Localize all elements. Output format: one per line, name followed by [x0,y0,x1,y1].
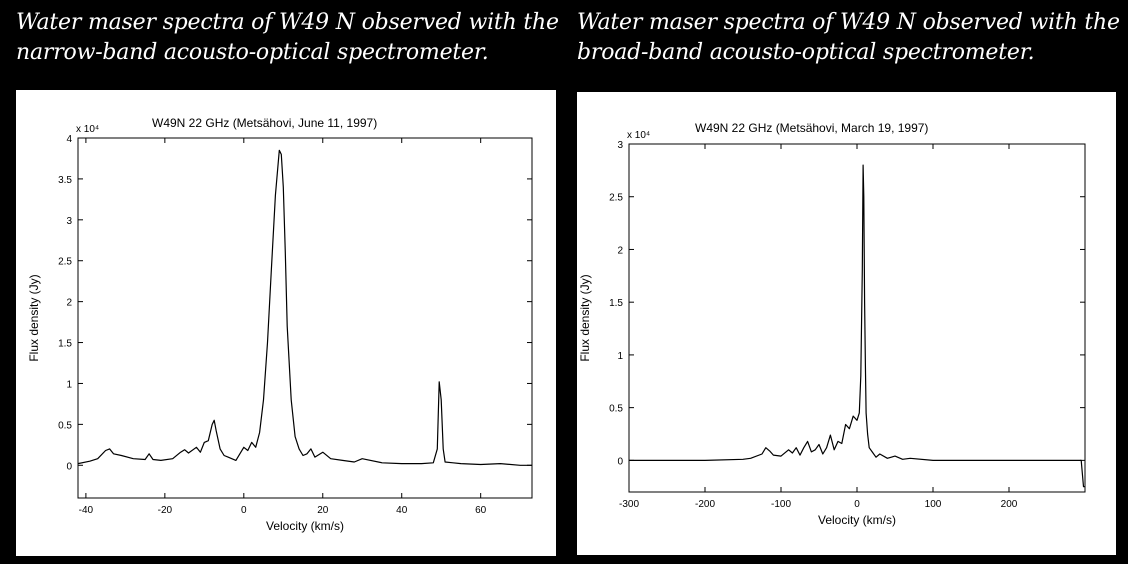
y-tick-label: 2 [617,245,623,256]
y-tick-label: 4 [66,134,72,145]
x-tick-label: -200 [695,499,715,510]
y-axis-label: Flux density (Jy) [27,274,41,361]
x-tick-label: -40 [79,505,94,516]
caption-left: Water maser spectra of W49 N observed wi… [16,10,559,65]
plot-frame [77,137,533,499]
x-axis-label: Velocity (km/s) [266,519,344,533]
y-tick-label: 1 [617,351,623,362]
y-tick-label: 1.5 [609,298,623,309]
x-tick-label: 0 [854,499,860,510]
y-tick-label: 1 [66,379,72,390]
y-tick-label: 0 [617,456,623,467]
x-tick-label: 60 [475,505,487,516]
chart-title: W49N 22 GHz (Metsähovi, June 11, 1997) [152,116,377,130]
y-multiplier-label: x 10⁴ [627,130,650,141]
x-tick-label: 20 [317,505,329,516]
spectrum-line [629,164,1085,488]
y-tick-label: 0 [66,461,72,472]
x-tick-label: -300 [619,499,639,510]
spectrum-chart-broad-band: W49N 22 GHz (Metsähovi, March 19, 1997) x… [578,121,1086,527]
y-axis-label: Flux density (Jy) [578,274,592,361]
x-tick-label: 0 [241,505,247,516]
x-tick-label: 100 [925,499,942,510]
y-tick-label: 0.5 [58,420,72,431]
y-multiplier-label: x 10⁴ [76,124,99,135]
spectrum-line [77,149,532,466]
y-tick-label: 3.5 [58,175,72,186]
x-tick-label: 40 [396,505,408,516]
y-tick-label: 3 [617,140,623,151]
spectrum-chart-narrow-band: W49N 22 GHz (Metsähovi, June 11, 1997) x … [27,116,533,533]
x-axis-label: Velocity (km/s) [818,513,896,527]
caption-right: Water maser spectra of W49 N observed wi… [577,10,1120,65]
y-tick-label: 2.5 [609,193,623,204]
chart-panel-narrow-band: W49N 22 GHz (Metsähovi, June 11, 1997) x … [16,90,556,556]
y-tick-label: 3 [66,216,72,227]
y-tick-label: 2.5 [58,257,72,268]
plot-frame [628,143,1086,493]
x-tick-label: 200 [1001,499,1018,510]
x-tick-label: -20 [158,505,173,516]
chart-title: W49N 22 GHz (Metsähovi, March 19, 1997) [695,121,928,135]
chart-panel-broad-band: W49N 22 GHz (Metsähovi, March 19, 1997) x… [577,92,1116,555]
y-tick-label: 0.5 [609,404,623,415]
x-tick-label: -100 [771,499,791,510]
y-tick-label: 2 [66,298,72,309]
y-tick-label: 1.5 [58,339,72,350]
